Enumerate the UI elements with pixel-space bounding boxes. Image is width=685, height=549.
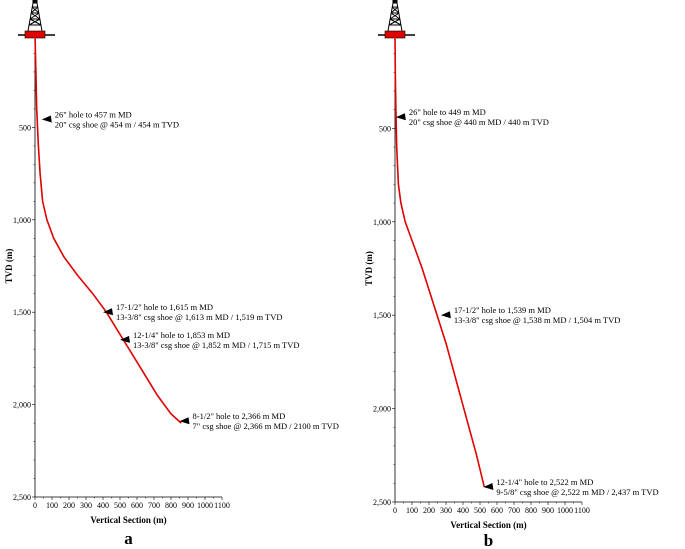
crown-block-icon — [32, 0, 38, 3]
x-tick-label: 800 — [165, 501, 177, 510]
casing-annotation-text: 7" csg shoe @ 2,366 m MD / 2100 m TVD — [193, 421, 339, 431]
y-tick-label: 2,500 — [13, 493, 31, 502]
y-tick-label: 2,000 — [13, 401, 31, 410]
x-tick-label: 700 — [148, 501, 160, 510]
panel-label: b — [484, 531, 493, 549]
y-tick-label: 1,500 — [13, 308, 31, 317]
x-tick-label: 600 — [131, 501, 143, 510]
y-tick-label: 1,000 — [13, 216, 31, 225]
x-axis-label: Vertical Section (m) — [90, 515, 166, 525]
x-tick-label: 400 — [97, 501, 109, 510]
casing-shoe-marker — [483, 483, 494, 491]
casing-annotation-text: 26" hole to 457 m MD — [55, 109, 132, 119]
chart-panel-b: 0 100 200 300 400 500 600 700 800 900 1000 1100 500 1… — [364, 0, 659, 549]
x-tick-label: 1100 — [214, 501, 230, 510]
casing-annotation-text: 17-1/2" hole to 1,539 m MD — [454, 305, 551, 315]
y-axis-label: TVD (m) — [4, 249, 14, 284]
casing-annotation-text: 13-3/8" csg shoe @ 1,538 m MD / 1,504 m … — [454, 315, 621, 325]
casing-annotation-text: 17-1/2" hole to 1,615 m MD — [116, 302, 213, 312]
casing-annotation-text: 20" csg shoe @ 454 m / 454 m TVD — [55, 119, 179, 129]
casing-annotation-text: 13-3/8" csg shoe @ 1,852 m MD / 1,715 m … — [133, 340, 300, 350]
y-tick-label: 500 — [379, 124, 391, 133]
casing-annotation-text: 12-1/4" hole to 1,853 m MD — [133, 330, 230, 340]
x-tick-label: 0 — [393, 506, 397, 515]
x-tick-label: 1000 — [197, 501, 213, 510]
casing-annotation-text: 8-1/2" hole to 2,366 m MD — [193, 411, 286, 421]
x-tick-label: 100 — [406, 506, 418, 515]
x-tick-label: 400 — [457, 506, 469, 515]
x-tick-label: 200 — [423, 506, 435, 515]
y-tick-label: 500 — [19, 123, 31, 132]
x-tick-label: 500 — [114, 501, 126, 510]
y-tick-label: 2,000 — [373, 405, 391, 414]
x-tick-label: 900 — [182, 501, 194, 510]
crown-block-icon — [392, 0, 398, 3]
x-tick-label: 200 — [63, 501, 75, 510]
x-axis-label: Vertical Section (m) — [450, 520, 526, 530]
derrick-icon — [27, 2, 43, 32]
well-trajectory-line — [34, 34, 182, 424]
casing-annotation-text: 13-3/8" csg shoe @ 1,613 m MD / 1,519 m … — [116, 312, 283, 322]
y-tick-label: 1,500 — [373, 311, 391, 320]
chart-panel-a: 0 100 200 300 400 500 600 700 800 900 1000 1100 500 1… — [4, 0, 339, 548]
casing-shoe-marker — [41, 115, 52, 123]
x-tick-label: 500 — [474, 506, 486, 515]
casing-shoe-marker — [440, 311, 451, 319]
well-trajectory-line — [394, 34, 486, 488]
panel-label: a — [124, 529, 133, 548]
y-axis-label: TVD (m) — [364, 251, 374, 286]
derrick-icon — [387, 2, 403, 32]
x-tick-label: 1100 — [574, 506, 590, 515]
y-tick-label: 1,000 — [373, 218, 391, 227]
casing-shoe-marker — [395, 113, 406, 121]
casing-shoe-marker — [103, 308, 113, 316]
x-tick-label: 1000 — [557, 506, 573, 515]
casing-annotation-text: 9-5/8" csg shoe @ 2,522 m MD / 2,437 m T… — [496, 487, 658, 497]
casing-shoe-marker — [179, 417, 190, 425]
casing-annotation-text: 26" hole to 449 m MD — [409, 107, 486, 117]
x-tick-label: 700 — [508, 506, 520, 515]
x-tick-label: 800 — [525, 506, 537, 515]
x-tick-label: 0 — [33, 501, 37, 510]
y-tick-label: 2,500 — [373, 498, 391, 507]
x-tick-label: 300 — [80, 501, 92, 510]
x-tick-label: 300 — [440, 506, 452, 515]
casing-shoe-marker — [120, 335, 130, 343]
x-tick-label: 600 — [491, 506, 503, 515]
x-tick-label: 900 — [542, 506, 554, 515]
casing-annotation-text: 20" csg shoe @ 440 m MD / 440 m TVD — [409, 117, 549, 127]
x-tick-label: 100 — [46, 501, 58, 510]
casing-annotation-text: 12-1/4" hole to 2,522 m MD — [496, 477, 593, 487]
